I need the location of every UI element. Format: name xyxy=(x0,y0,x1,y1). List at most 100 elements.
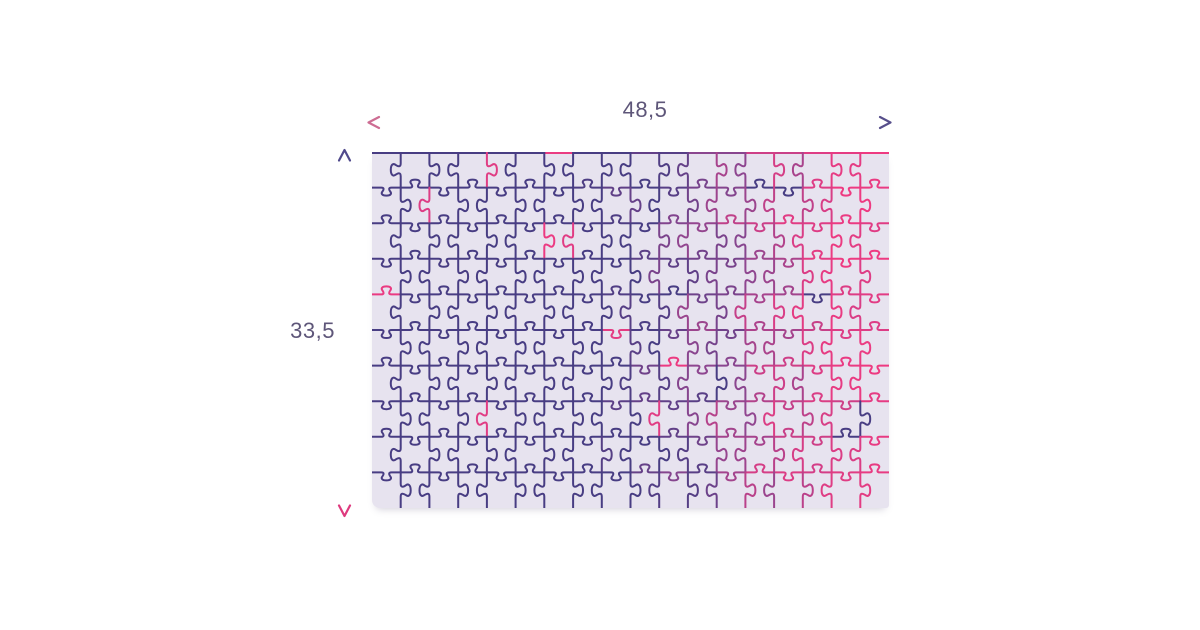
puzzle-piece-edge xyxy=(658,214,689,225)
puzzle-piece-edge xyxy=(658,152,671,189)
puzzle-piece-edge xyxy=(801,178,833,189)
puzzle-piece-edge xyxy=(629,400,642,438)
puzzle-piece-edge xyxy=(677,222,689,260)
puzzle-piece-edge xyxy=(504,364,517,403)
puzzle-piece-edge xyxy=(428,293,441,331)
puzzle-piece-edge xyxy=(801,321,833,331)
puzzle-piece-edge xyxy=(457,257,470,296)
puzzle-piece-edge xyxy=(372,400,402,411)
puzzle-piece-edge xyxy=(600,435,613,474)
width-arrow-right-head-icon xyxy=(878,115,892,130)
puzzle-piece-edge xyxy=(686,392,718,403)
puzzle-piece-edge xyxy=(715,186,747,197)
puzzle-piece-edge xyxy=(475,257,488,296)
height-arrow-top-head-icon xyxy=(337,148,352,162)
puzzle-piece-edge xyxy=(763,257,776,296)
puzzle-piece-edge xyxy=(372,257,402,268)
puzzle-piece-edge xyxy=(399,222,431,233)
puzzle-piece-edge xyxy=(629,471,642,508)
puzzle-piece-edge xyxy=(533,400,546,438)
puzzle-piece-edge xyxy=(485,222,498,260)
puzzle-piece-edge xyxy=(485,186,517,197)
puzzle-piece-edge xyxy=(658,471,689,482)
puzzle-piece-edge xyxy=(543,285,575,296)
puzzle-piece-edge xyxy=(715,471,747,482)
puzzle-piece-edge xyxy=(820,471,833,508)
puzzle-piece-edge xyxy=(457,364,488,375)
puzzle-piece-edge xyxy=(791,364,804,403)
puzzle-piece-edge xyxy=(773,214,804,225)
puzzle-piece-edge xyxy=(543,364,556,403)
puzzle-piece-edge xyxy=(629,463,661,474)
puzzle-piece-edge xyxy=(830,435,843,474)
puzzle-piece-edge xyxy=(514,400,527,438)
puzzle-piece-edge xyxy=(801,249,833,260)
puzzle-piece-edge xyxy=(590,329,603,367)
puzzle-piece-edge xyxy=(475,471,488,508)
puzzle-piece-edge xyxy=(485,356,517,367)
puzzle-piece-edge xyxy=(830,214,862,225)
puzzle-piece-edge xyxy=(791,152,804,189)
height-dimension-arrow xyxy=(337,148,352,518)
puzzle-piece-edge xyxy=(457,471,470,508)
puzzle-piece-edge xyxy=(572,471,584,508)
puzzle-piece-edge xyxy=(734,293,747,331)
puzzle-piece-edge xyxy=(572,257,584,296)
puzzle-piece-edge xyxy=(485,471,517,482)
puzzle-piece-edge xyxy=(830,400,862,411)
puzzle-piece-edge xyxy=(744,463,776,474)
puzzle-piece-edge xyxy=(744,257,757,296)
puzzle-piece-edge xyxy=(677,293,689,331)
puzzle-piece-edge xyxy=(572,321,603,331)
puzzle-piece-edge xyxy=(590,471,603,508)
puzzle-piece-edge xyxy=(773,329,804,339)
puzzle-piece-edge xyxy=(485,293,498,331)
puzzle-piece-edge xyxy=(514,329,527,367)
puzzle-piece-edge xyxy=(686,178,718,189)
puzzle-piece-edge xyxy=(859,293,889,304)
puzzle-piece-edge xyxy=(399,400,412,438)
puzzle-piece-edge xyxy=(572,249,603,260)
puzzle-piece-edge xyxy=(686,329,699,367)
puzzle-piece-edge xyxy=(686,435,718,446)
puzzle-piece-edge xyxy=(475,400,488,438)
puzzle-piece-edge xyxy=(773,285,804,296)
puzzle-piece-edge xyxy=(457,321,488,331)
puzzle-piece-edge xyxy=(629,257,642,296)
puzzle-piece-edge xyxy=(600,257,632,268)
puzzle-piece-edge xyxy=(372,186,402,197)
puzzle-piece-edge xyxy=(543,435,556,474)
puzzle-piece-edge xyxy=(457,329,470,367)
puzzle-piece-edge xyxy=(715,364,728,403)
puzzle-piece-edge xyxy=(773,356,804,367)
puzzle-piece-edge xyxy=(428,356,460,367)
puzzle-piece-edge xyxy=(686,257,699,296)
puzzle-piece-edge xyxy=(457,178,488,189)
puzzle-piece-edge xyxy=(629,186,642,225)
puzzle-piece-edge xyxy=(677,435,689,474)
puzzle-piece-edge xyxy=(744,392,776,403)
puzzle-piece-edge xyxy=(705,400,718,438)
puzzle-piece-edge xyxy=(504,222,517,260)
puzzle-piece-edge xyxy=(859,471,872,508)
puzzle-piece-edge xyxy=(418,400,431,438)
puzzle-piece-edge xyxy=(572,329,584,367)
puzzle-piece-edge xyxy=(773,471,804,482)
puzzle-piece-edge xyxy=(744,222,776,233)
puzzle-piece-edge xyxy=(543,257,575,268)
puzzle-piece-edge xyxy=(399,178,431,189)
puzzle-piece-edge xyxy=(543,329,575,339)
puzzle-piece-edge xyxy=(686,293,718,304)
puzzle-piece-edge xyxy=(859,435,889,446)
puzzle-piece-edge xyxy=(514,186,527,225)
puzzle-piece-edge xyxy=(677,152,689,189)
puzzle-piece-edge xyxy=(715,400,747,411)
puzzle-piece-edge xyxy=(715,293,728,331)
puzzle-piece-edge xyxy=(705,329,718,367)
puzzle-piece-edge xyxy=(849,222,862,260)
puzzle-piece-edge xyxy=(658,257,689,268)
puzzle-piece-edge xyxy=(399,293,431,304)
puzzle-piece-edge xyxy=(514,435,546,446)
puzzle-piece-edge xyxy=(572,435,603,446)
